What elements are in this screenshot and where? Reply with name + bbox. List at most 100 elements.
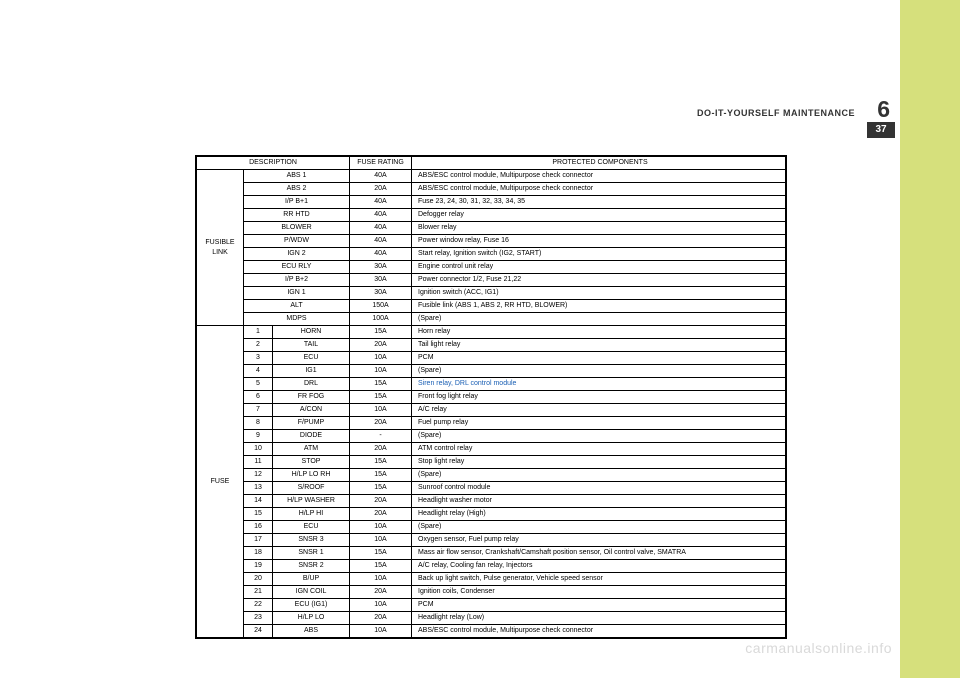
- fuse-name: MDPS: [244, 313, 350, 326]
- fuse-rating: 20A: [350, 508, 412, 521]
- table-row: 16ECU10A(Spare): [197, 521, 786, 534]
- fuse-name: ALT: [244, 300, 350, 313]
- fuse-name: A/CON: [273, 404, 350, 417]
- fuse-number: 23: [244, 612, 273, 625]
- fuse-number: 5: [244, 378, 273, 391]
- fuse-protected: ATM control relay: [412, 443, 786, 456]
- table-row: ALT150AFusible link (ABS 1, ABS 2, RR HT…: [197, 300, 786, 313]
- watermark: carmanualsonline.info: [745, 640, 892, 656]
- fuse-table: DESCRIPTION FUSE RATING PROTECTED COMPON…: [195, 155, 787, 639]
- hdr-protected: PROTECTED COMPONENTS: [412, 157, 786, 170]
- fuse-protected: PCM: [412, 599, 786, 612]
- fuse-name: ATM: [273, 443, 350, 456]
- table-row: FUSE1HORN15AHorn relay: [197, 326, 786, 339]
- table-row: RR HTD40ADefogger relay: [197, 209, 786, 222]
- fuse-rating: 20A: [350, 586, 412, 599]
- fuse-rating: 15A: [350, 482, 412, 495]
- table-row: 4IG110A(Spare): [197, 365, 786, 378]
- fuse-protected: Horn relay: [412, 326, 786, 339]
- fuse-rating: 10A: [350, 352, 412, 365]
- fuse-name: I/P B+2: [244, 274, 350, 287]
- fuse-name: FR FOG: [273, 391, 350, 404]
- fuse-rating: 20A: [350, 443, 412, 456]
- fuse-protected: ABS/ESC control module, Multipurpose che…: [412, 625, 786, 638]
- table-row: 21IGN COIL20AIgnition coils, Condenser: [197, 586, 786, 599]
- fuse-name: ABS: [273, 625, 350, 638]
- table-row: 15H/LP HI20AHeadlight relay (High): [197, 508, 786, 521]
- fuse-rating: 20A: [350, 495, 412, 508]
- fuse-name: ECU: [273, 521, 350, 534]
- table-row: MDPS100A(Spare): [197, 313, 786, 326]
- fuse-number: 18: [244, 547, 273, 560]
- table-row: 12H/LP LO RH15A(Spare): [197, 469, 786, 482]
- table-row: 2TAIL20ATail light relay: [197, 339, 786, 352]
- fuse-protected: Fuel pump relay: [412, 417, 786, 430]
- table-row: 13S/ROOF15ASunroof control module: [197, 482, 786, 495]
- fuse-name: ABS 2: [244, 183, 350, 196]
- fuse-number: 7: [244, 404, 273, 417]
- fuse-name: H/LP LO: [273, 612, 350, 625]
- fuse-protected: Sunroof control module: [412, 482, 786, 495]
- fuse-name: HORN: [273, 326, 350, 339]
- fuse-protected: A/C relay, Cooling fan relay, Injectors: [412, 560, 786, 573]
- fuse-rating: 10A: [350, 573, 412, 586]
- fuse-number: 9: [244, 430, 273, 443]
- fuse-number: 2: [244, 339, 273, 352]
- fuse-protected: Front fog light relay: [412, 391, 786, 404]
- fuse-protected: Fusible link (ABS 1, ABS 2, RR HTD, BLOW…: [412, 300, 786, 313]
- fuse-protected: (Spare): [412, 469, 786, 482]
- fuse-name: IG1: [273, 365, 350, 378]
- fuse-name: TAIL: [273, 339, 350, 352]
- fuse-rating: 40A: [350, 235, 412, 248]
- fuse-rating: 10A: [350, 534, 412, 547]
- table-row: 19SNSR 215AA/C relay, Cooling fan relay,…: [197, 560, 786, 573]
- fuse-rating: 40A: [350, 248, 412, 261]
- fuse-protected: Power connector 1/2, Fuse 21,22: [412, 274, 786, 287]
- fuse-protected: Oxygen sensor, Fuel pump relay: [412, 534, 786, 547]
- fuse-protected: PCM: [412, 352, 786, 365]
- fuse-number: 20: [244, 573, 273, 586]
- table-row: 8F/PUMP20AFuel pump relay: [197, 417, 786, 430]
- fuse-number: 21: [244, 586, 273, 599]
- fuse-rating: 15A: [350, 469, 412, 482]
- table-row: ABS 220AABS/ESC control module, Multipur…: [197, 183, 786, 196]
- table-row: 7A/CON10AA/C relay: [197, 404, 786, 417]
- fuse-name: SNSR 1: [273, 547, 350, 560]
- table-row: IGN 130AIgnition switch (ACC, IG1): [197, 287, 786, 300]
- fuse-name: SNSR 2: [273, 560, 350, 573]
- fuse-protected: A/C relay: [412, 404, 786, 417]
- fuse-protected: Fuse 23, 24, 30, 31, 32, 33, 34, 35: [412, 196, 786, 209]
- fuse-rating: 15A: [350, 547, 412, 560]
- fuse-number: 3: [244, 352, 273, 365]
- fuse-rating: 15A: [350, 326, 412, 339]
- table-row: 6FR FOG15AFront fog light relay: [197, 391, 786, 404]
- fuse-number: 16: [244, 521, 273, 534]
- fuse-name: H/LP LO RH: [273, 469, 350, 482]
- fuse-protected: (Spare): [412, 365, 786, 378]
- fuse-number: 11: [244, 456, 273, 469]
- fuse-name: B/UP: [273, 573, 350, 586]
- table-row: 20B/UP10ABack up light switch, Pulse gen…: [197, 573, 786, 586]
- fuse-number: 6: [244, 391, 273, 404]
- fuse-rating: 20A: [350, 612, 412, 625]
- fuse-name: STOP: [273, 456, 350, 469]
- fuse-protected: Tail light relay: [412, 339, 786, 352]
- table-row: BLOWER40ABlower relay: [197, 222, 786, 235]
- table-row: I/P B+140AFuse 23, 24, 30, 31, 32, 33, 3…: [197, 196, 786, 209]
- table-row: 9DIODE-(Spare): [197, 430, 786, 443]
- fuse-name: ABS 1: [244, 170, 350, 183]
- fuse-name: DRL: [273, 378, 350, 391]
- fuse-name: IGN 2: [244, 248, 350, 261]
- fuse-rating: 10A: [350, 625, 412, 638]
- fuse-rating: 20A: [350, 417, 412, 430]
- fuse-protected: Headlight washer motor: [412, 495, 786, 508]
- fuse-name: IGN 1: [244, 287, 350, 300]
- fuse-rating: -: [350, 430, 412, 443]
- table-row: 22ECU (IG1)10APCM: [197, 599, 786, 612]
- fuse-protected: Headlight relay (Low): [412, 612, 786, 625]
- table-row: I/P B+230APower connector 1/2, Fuse 21,2…: [197, 274, 786, 287]
- fuse-protected: Defogger relay: [412, 209, 786, 222]
- fuse-rating: 20A: [350, 183, 412, 196]
- fuse-protected: Mass air flow sensor, Crankshaft/Camshaf…: [412, 547, 786, 560]
- fuse-protected: Blower relay: [412, 222, 786, 235]
